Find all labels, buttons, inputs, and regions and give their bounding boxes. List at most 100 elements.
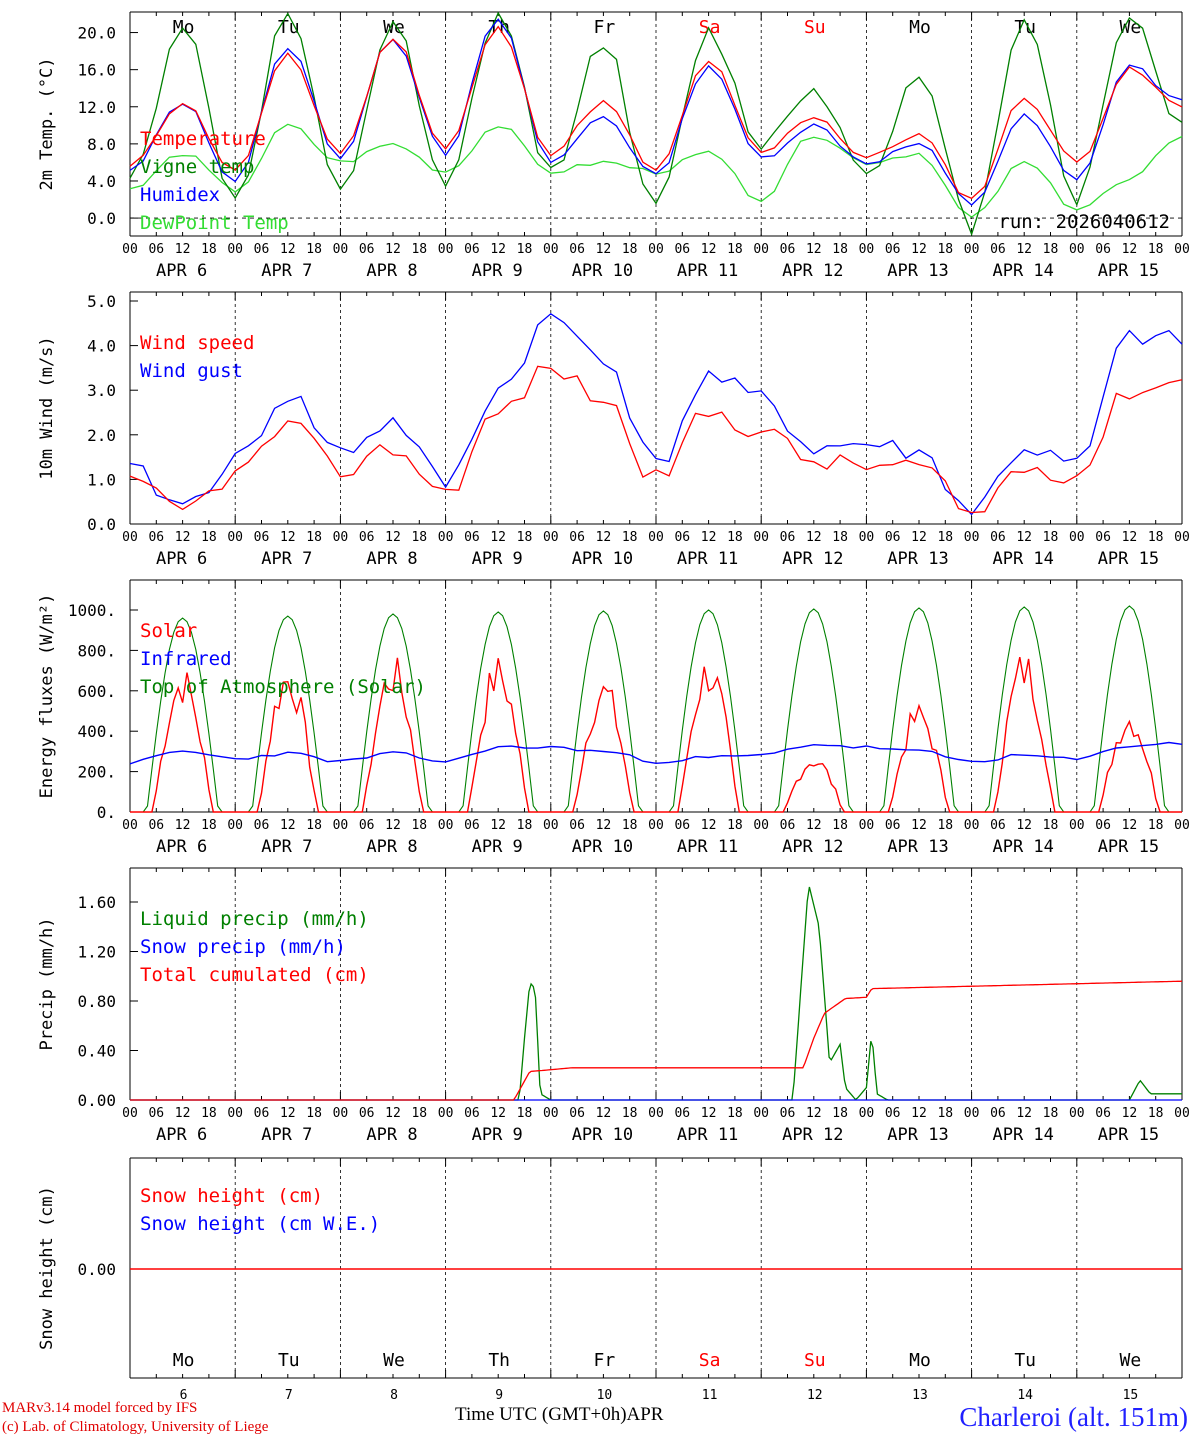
hour-tick-label: 12 [596,818,612,833]
hour-tick-label: 00 [648,530,664,545]
hour-tick-label: 18 [1148,818,1164,833]
hour-tick-label: 12 [701,530,717,545]
y-tick-label: 20.0 [77,24,116,43]
hour-tick-label: 12 [175,818,191,833]
legend-wind-gust: Wind gust [140,360,243,382]
date-label: APR 15 [1098,261,1159,281]
hour-tick-label: 06 [780,242,796,257]
day-number-label: 14 [1017,1388,1033,1403]
run-annotation: run: 2026040612 [998,211,1170,233]
date-label: APR 15 [1098,1125,1159,1145]
hour-tick-label: 00 [122,530,138,545]
weekday-label: Mo [173,1350,195,1371]
date-label: APR 12 [782,261,843,281]
weekday-label: We [1120,17,1142,38]
date-label: APR 8 [366,837,417,857]
weekday-label: Tu [1014,1350,1036,1371]
legend-snow-precip-mm-h-: Snow precip (mm/h) [140,936,346,958]
hour-tick-label: 18 [622,242,638,257]
hour-tick-label: 18 [517,818,533,833]
hour-tick-label: 00 [543,1106,559,1121]
hour-tick-label: 00 [1174,530,1190,545]
hour-tick-label: 12 [385,818,401,833]
hour-tick-label: 00 [753,1106,769,1121]
hour-tick-label: 06 [464,530,480,545]
hour-tick-label: 12 [1122,1106,1138,1121]
weekday-label: Mo [909,1350,931,1371]
hour-tick-label: 18 [832,530,848,545]
legend-snow-height-cm-: Snow height (cm) [140,1185,323,1207]
hour-tick-label: 18 [622,1106,638,1121]
hour-tick-label: 12 [1016,530,1032,545]
hour-tick-label: 12 [1122,242,1138,257]
date-label: APR 7 [261,261,312,281]
hour-tick-label: 18 [727,242,743,257]
hour-tick-label: 06 [569,1106,585,1121]
hour-tick-label: 18 [306,530,322,545]
hour-tick-label: 00 [964,818,980,833]
hour-tick-label: 06 [464,242,480,257]
hour-tick-label: 18 [1043,1106,1059,1121]
date-label: APR 11 [677,837,738,857]
hour-tick-label: 18 [411,530,427,545]
hour-tick-label: 00 [333,1106,349,1121]
legend-vigne-temp: Vigne temp [140,156,254,178]
y-tick-label: 12.0 [77,98,116,117]
hour-tick-label: 12 [911,818,927,833]
date-label: APR 10 [572,261,633,281]
date-label: APR 14 [992,549,1053,569]
y-axis-title: Precip (mm/h) [37,917,57,1050]
hour-tick-label: 00 [543,530,559,545]
hour-tick-label: 00 [543,818,559,833]
hour-tick-label: 00 [964,530,980,545]
hour-tick-label: 12 [490,1106,506,1121]
y-tick-label: 4.0 [87,172,116,191]
hour-tick-label: 00 [859,1106,875,1121]
date-label: APR 11 [677,549,738,569]
y-tick-label: 0.00 [77,1260,116,1279]
hour-tick-label: 12 [175,530,191,545]
date-label: APR 8 [366,549,417,569]
hour-tick-label: 00 [648,818,664,833]
date-label: APR 13 [887,837,948,857]
hour-tick-label: 00 [753,818,769,833]
hour-tick-label: 12 [1016,818,1032,833]
hour-tick-label: 12 [490,242,506,257]
date-label: APR 9 [472,837,523,857]
weekday-label: Tu [278,1350,300,1371]
y-tick-label: 1000. [68,601,116,620]
y-tick-label: 0.40 [77,1042,116,1061]
date-label: APR 9 [472,549,523,569]
date-label: APR 14 [992,837,1053,857]
weekday-label: We [383,1350,405,1371]
day-number-label: 8 [390,1388,398,1403]
date-label: APR 7 [261,549,312,569]
hour-tick-label: 06 [254,1106,270,1121]
hour-tick-label: 12 [806,1106,822,1121]
weekday-label: Fr [594,1350,616,1371]
weekday-label: Tu [278,17,300,38]
hour-tick-label: 18 [1043,818,1059,833]
legend-dewpoint-temp: DewPoint Temp [140,212,289,234]
date-label: APR 7 [261,837,312,857]
hour-tick-label: 12 [490,530,506,545]
y-tick-label: 400. [77,722,116,741]
series-temperature [129,25,1183,200]
hour-tick-label: 18 [201,530,217,545]
hour-tick-label: 18 [517,242,533,257]
weekday-label: We [1120,1350,1142,1371]
model-credit: MARv3.14 model forced by IFS [2,1400,198,1416]
hour-tick-label: 12 [385,530,401,545]
hour-tick-label: 18 [937,530,953,545]
hour-tick-label: 12 [1016,242,1032,257]
date-label: APR 11 [677,1125,738,1145]
hour-tick-label: 18 [411,818,427,833]
y-axis-title: Energy fluxes (W/m²) [37,594,57,799]
weekday-label: Mo [909,17,931,38]
hour-tick-label: 12 [911,242,927,257]
hour-tick-label: 18 [937,1106,953,1121]
date-label: APR 7 [261,1125,312,1145]
lab-credit: (c) Lab. of Climatology, University of L… [2,1419,269,1435]
hour-tick-label: 00 [438,1106,454,1121]
legend-humidex: Humidex [140,184,220,206]
